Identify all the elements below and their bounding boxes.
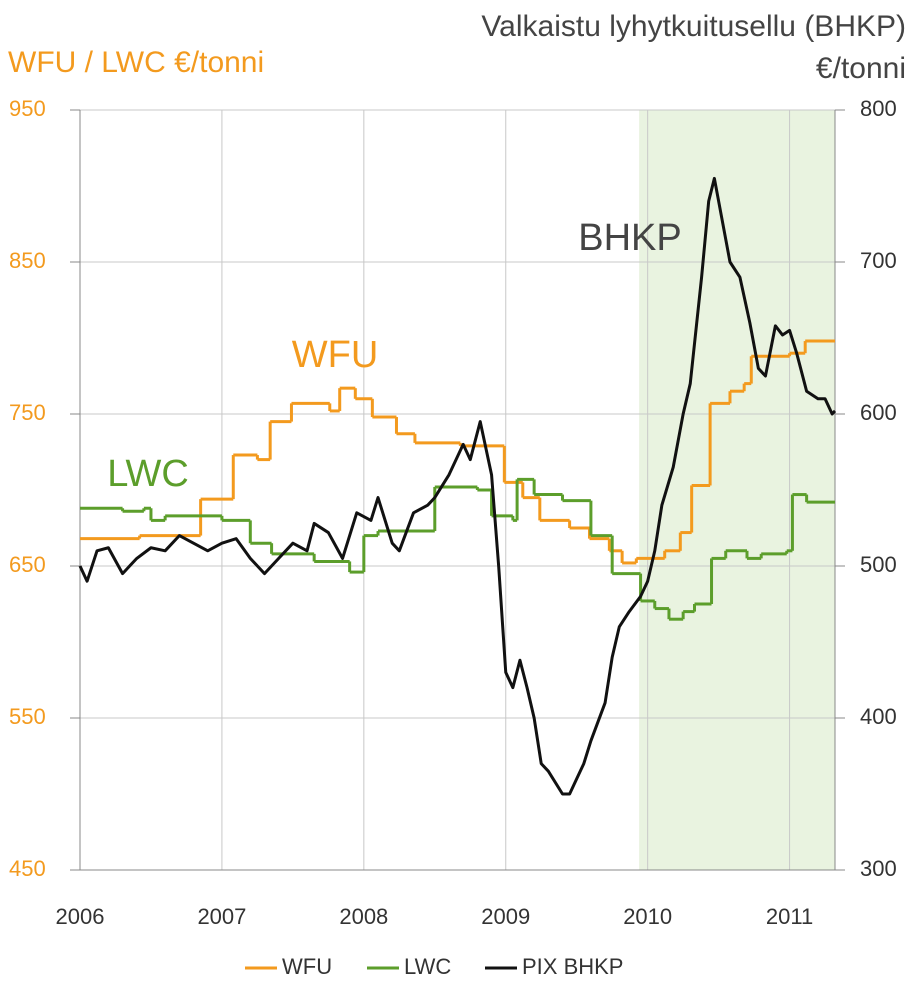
x-tick-label: 2007 [197,904,246,929]
x-tick-label: 2008 [339,904,388,929]
legend-label: PIX BHKP [522,954,623,979]
legend-label: WFU [282,954,332,979]
annotation: BHKP [578,217,681,259]
y-tick-label: 650 [9,552,46,577]
y2-tick-label: 800 [860,96,897,121]
y2-axis-title: Valkaistu lyhytkuitusellu (BHKP) [481,10,906,43]
annotation: WFU [292,334,379,376]
legend-label: LWC [404,954,451,979]
y2-tick-label: 700 [860,248,897,273]
y2-tick-label: 400 [860,704,897,729]
y-tick-label: 850 [9,248,46,273]
y2-tick-label: 500 [860,552,897,577]
x-tick-label: 2006 [56,904,105,929]
y-tick-label: 950 [9,96,46,121]
highlight-band [639,110,835,870]
y-tick-label: 750 [9,400,46,425]
y2-axis-title: €/tonni [816,52,906,85]
x-tick-label: 2011 [766,904,813,929]
annotation: LWC [107,453,189,495]
y2-tick-label: 300 [860,856,897,881]
x-tick-label: 2010 [623,904,672,929]
y-tick-label: 550 [9,704,46,729]
x-tick-label: 2009 [481,904,530,929]
series-line [78,176,837,796]
y2-tick-label: 600 [860,400,897,425]
y-axis-title: WFU / LWC €/tonni [8,46,264,79]
y-tick-label: 450 [9,856,46,881]
